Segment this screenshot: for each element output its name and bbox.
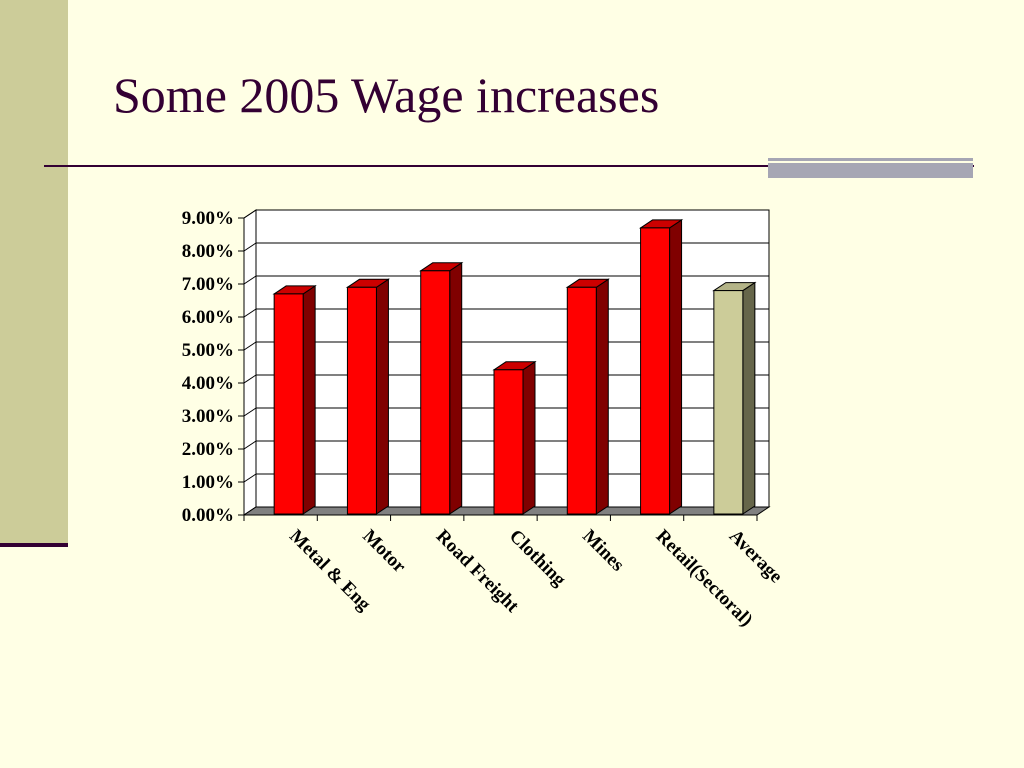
x-tick-label: Mines — [578, 526, 628, 576]
gridline-depth — [243, 440, 257, 450]
bar-side — [742, 281, 756, 515]
y-tick-label: 9.00% — [182, 208, 234, 229]
plot-side-wall — [243, 209, 257, 516]
bar-side — [302, 284, 316, 515]
gridline-depth — [243, 473, 257, 483]
y-tick-label: 1.00% — [182, 472, 234, 493]
bar-retail-sectoral- — [638, 218, 684, 515]
bar-side — [375, 278, 389, 515]
accent-stripe — [768, 158, 973, 178]
bar-mines — [565, 278, 610, 515]
gridline-depth — [243, 242, 257, 252]
bar-front — [566, 286, 597, 515]
y-tick-label: 0.00% — [182, 505, 234, 526]
bar-front — [713, 290, 744, 515]
side-decoration-tick — [0, 543, 68, 547]
y-tick-label: 2.00% — [182, 439, 234, 460]
y-tick-label: 4.00% — [182, 373, 234, 394]
gridline-depth — [243, 209, 257, 219]
bar-front — [273, 293, 304, 515]
bar-side — [669, 218, 683, 515]
gridline-depth — [243, 407, 257, 417]
y-tick-label: 7.00% — [182, 274, 234, 295]
slide-title: Some 2005 Wage increases — [113, 67, 660, 123]
bar-front — [346, 286, 377, 515]
x-tick-label: Average — [725, 526, 787, 588]
bar-side — [595, 278, 609, 515]
bar-front — [420, 270, 451, 515]
title-divider — [44, 165, 974, 167]
y-tick-label: 5.00% — [182, 340, 234, 361]
y-tick-label: 8.00% — [182, 241, 234, 262]
bar-front — [640, 227, 671, 515]
bar-side — [449, 261, 463, 515]
gridline-depth — [243, 275, 257, 285]
x-tick-label: Clothing — [505, 526, 570, 591]
bars — [272, 218, 757, 515]
y-tick-label: 6.00% — [182, 307, 234, 328]
bar-road-freight — [419, 261, 464, 515]
bar-metal-eng — [272, 284, 317, 515]
bar-clothing — [492, 360, 537, 515]
bar-average — [712, 281, 757, 515]
x-tick-label: Motor — [358, 526, 410, 578]
side-decoration-bar — [0, 0, 68, 545]
gridline-depth — [243, 308, 257, 318]
bar-motor — [345, 278, 391, 515]
axes — [238, 217, 758, 521]
y-tick-labels: 0.00% 1.00% 2.00% 3.00% 4.00% 5.00% 6.00% 7.00%… — [182, 208, 234, 526]
gridline-depth — [243, 374, 257, 384]
y-tick-label: 3.00% — [182, 406, 234, 427]
bar-front — [493, 369, 524, 515]
bar-side — [522, 360, 536, 515]
gridline-depth — [243, 341, 257, 351]
